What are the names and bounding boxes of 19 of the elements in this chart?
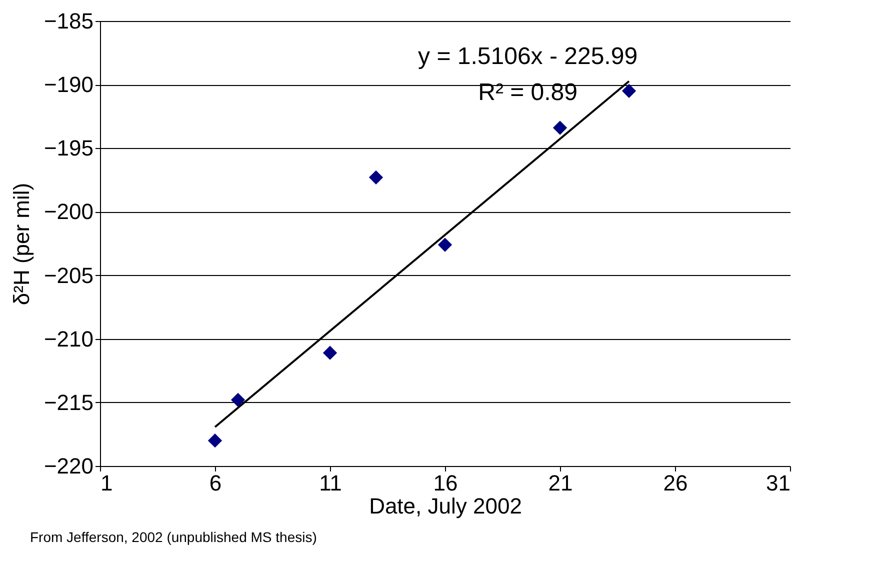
y-tick-label: −185: [44, 8, 94, 34]
x-tick-label: 21: [548, 470, 573, 496]
x-tick-label: 1: [100, 470, 113, 496]
x-tick-label: 11: [319, 470, 342, 496]
x-tick-label: 6: [209, 470, 222, 496]
y-tick-label: −205: [44, 262, 94, 288]
text: From Jefferson, 2002 (unpublished MS thesis): [30, 529, 317, 545]
y-tick-label: −210: [44, 326, 94, 352]
y-tick-label: −200: [44, 199, 94, 224]
y-tick-label: −195: [44, 136, 94, 161]
x-tick-label: 26: [663, 470, 688, 496]
x-tick-label: 16: [433, 470, 458, 496]
x-tick-label: 31: [766, 470, 790, 496]
y-tick-label: −215: [44, 390, 94, 415]
y-axis-title: δ²H (per mil): [8, 182, 34, 306]
y-tick-label: −220: [44, 454, 94, 478]
x-axis-title: Date, July 2002: [369, 494, 522, 518]
annotation: y = 1.5106x - 225.99: [418, 43, 638, 70]
y-tick-label: −190: [44, 72, 94, 98]
